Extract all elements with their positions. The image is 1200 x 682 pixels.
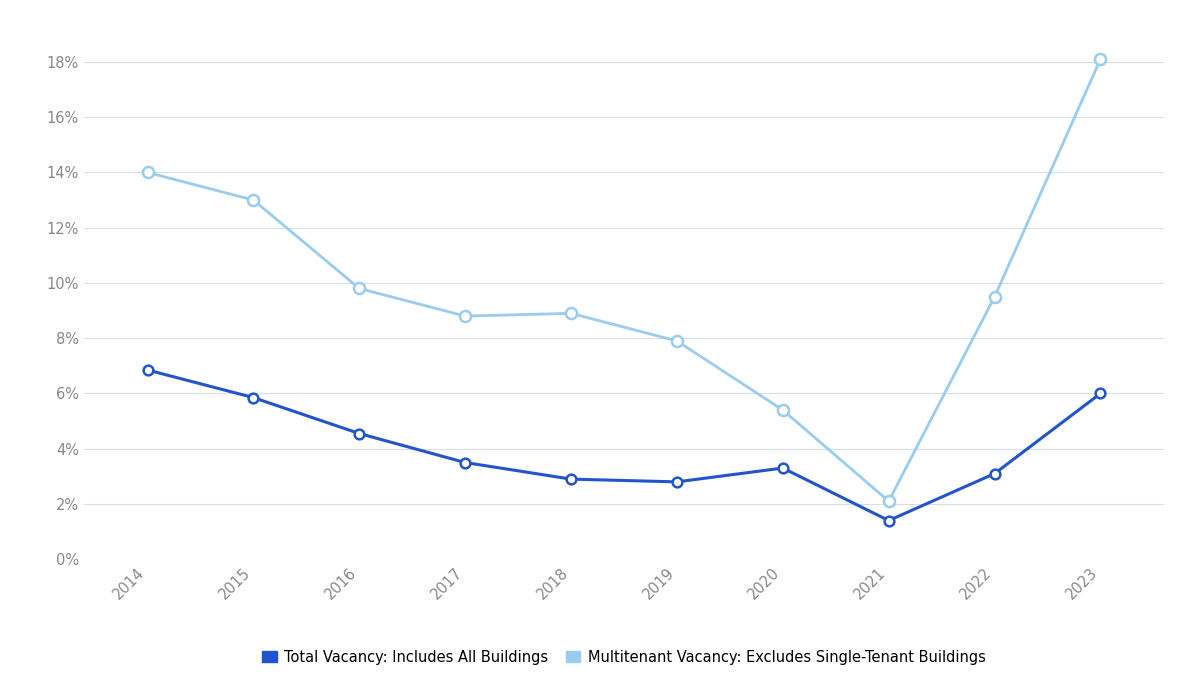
Legend: Total Vacancy: Includes All Buildings, Multitenant Vacancy: Excludes Single-Tena: Total Vacancy: Includes All Buildings, M… [257, 644, 991, 670]
